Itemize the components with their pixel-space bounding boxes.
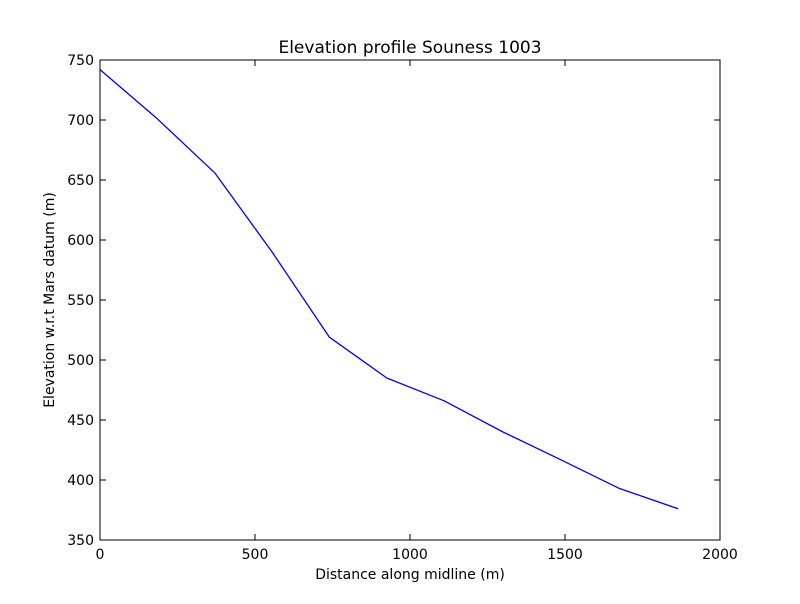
x-tick-label: 2000 <box>702 547 738 563</box>
x-axis-label: Distance along midline (m) <box>315 567 505 583</box>
elevation-line <box>99 69 679 510</box>
x-tick-label: 0 <box>96 547 105 563</box>
y-tick-label: 600 <box>67 233 94 249</box>
y-tick-label: 450 <box>67 413 94 429</box>
y-tick-label: 400 <box>67 473 94 489</box>
y-tick-label: 700 <box>67 113 94 129</box>
plot-frame <box>99 59 721 541</box>
ticks-layer: 0 500 1000 1500 2000 350 400 450 500 550 600 650 700… <box>67 53 738 563</box>
y-tick-label: 500 <box>67 353 94 369</box>
x-tick-label: 500 <box>242 547 269 563</box>
series-layer <box>99 69 679 510</box>
y-tick-label: 650 <box>67 173 94 189</box>
x-tick-label: 1500 <box>547 547 583 563</box>
plot-background <box>100 60 720 540</box>
y-tick-label: 350 <box>67 533 94 549</box>
x-tick-label: 1000 <box>392 547 428 563</box>
chart-title: Elevation profile Souness 1003 <box>278 38 541 58</box>
y-tick-label: 550 <box>67 293 94 309</box>
y-axis-label: Elevation w.r.t Mars datum (m) <box>42 192 58 408</box>
y-tick-label: 750 <box>67 53 94 69</box>
